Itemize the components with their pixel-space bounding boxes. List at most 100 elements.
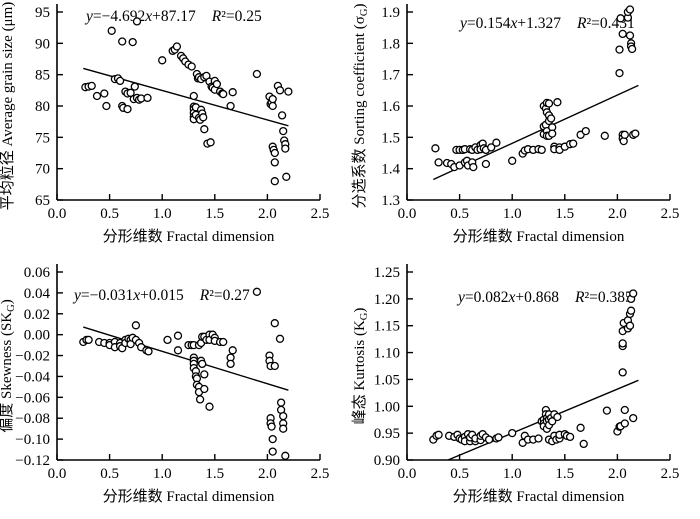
data-point xyxy=(205,402,214,411)
equation-label: y=−4.692x+87.17 R²=0.25 xyxy=(84,8,262,25)
data-point xyxy=(100,89,109,98)
x-tick-label: 1.5 xyxy=(555,206,574,222)
x-tick-label: 1.0 xyxy=(503,466,522,482)
x-tick-label: 2.5 xyxy=(311,466,330,482)
data-point xyxy=(627,44,637,54)
data-point xyxy=(219,337,228,347)
data-point xyxy=(620,130,629,139)
data-point xyxy=(270,177,279,186)
x-tick-label: 2.0 xyxy=(608,466,627,482)
data-point xyxy=(576,423,585,432)
y-tick-label: 1.6 xyxy=(381,99,400,115)
data-point xyxy=(616,14,625,23)
x-tick-label: 2.0 xyxy=(608,206,627,222)
data-point xyxy=(494,433,503,442)
y-axis-title: 峰态 Kurtosis (KG) xyxy=(351,308,370,425)
data-point xyxy=(226,359,235,369)
data-point xyxy=(569,139,578,148)
data-point xyxy=(508,428,517,438)
data-point xyxy=(282,172,291,181)
y-tick-label: 0.06 xyxy=(24,265,51,281)
x-tick-label: 2.5 xyxy=(661,466,680,482)
data-point xyxy=(132,17,142,26)
data-point xyxy=(620,405,629,415)
data-point xyxy=(629,289,638,298)
data-point xyxy=(131,321,141,330)
x-tick-label: 1.0 xyxy=(153,206,172,222)
equation-label: y=−0.031x+0.015 R²=0.27 xyxy=(72,287,250,304)
data-point xyxy=(625,321,635,330)
data-point xyxy=(537,145,546,155)
x-tick-label: 0.0 xyxy=(398,466,417,482)
data-point xyxy=(484,435,494,444)
plot-cell-skewness: −0.12 −0.10 −0.08 −0.06 −0.04 −0.02 0.00 0.02 0.… xyxy=(0,260,350,519)
data-point xyxy=(163,335,172,345)
data-point xyxy=(270,158,279,167)
data-point xyxy=(625,5,635,14)
data-point xyxy=(123,104,132,114)
equation-label: y=0.154x+1.327 R²=0.431 xyxy=(458,15,635,32)
data-point xyxy=(87,81,96,91)
data-point xyxy=(268,447,277,456)
plot-cell-average-grain-size: 65 70 75 80 85 90 95 0.0 0.5 1.0 1.5 2.0 2.5 分形维数 Fra… xyxy=(0,0,350,260)
data-point xyxy=(172,42,182,51)
data-point xyxy=(553,98,562,107)
data-point xyxy=(618,368,627,377)
data-point xyxy=(579,439,588,449)
y-tick-label: 1.25 xyxy=(374,265,400,281)
y-tick-label: 0.02 xyxy=(24,307,50,323)
data-point xyxy=(200,125,209,134)
data-point xyxy=(219,89,228,99)
data-point xyxy=(275,334,285,343)
data-point xyxy=(252,69,262,79)
data-point xyxy=(548,129,557,138)
data-point xyxy=(281,144,290,153)
x-tick-label: 0.5 xyxy=(450,206,469,222)
data-point xyxy=(144,347,153,356)
y-tick-label: 1.10 xyxy=(374,346,400,362)
data-point xyxy=(126,88,135,97)
data-point xyxy=(534,434,543,443)
x-tick-label: 2.0 xyxy=(258,466,277,482)
data-point xyxy=(173,331,183,340)
data-point xyxy=(618,339,627,348)
y-axis-title: 分选系数 Sorting coefficient (σG) xyxy=(351,4,370,209)
plot-average-grain-size: 65 70 75 80 85 90 95 0.0 0.5 1.0 1.5 2.0 2.5 分形维数 Fra… xyxy=(0,2,329,245)
x-tick-label: 1.5 xyxy=(205,466,224,482)
y-tick-label: 1.05 xyxy=(374,372,400,388)
y-tick-label: −0.06 xyxy=(15,390,50,406)
data-point xyxy=(279,126,288,136)
y-tick-label: 80 xyxy=(35,99,50,115)
y-tick-label: −0.04 xyxy=(15,369,50,385)
data-point xyxy=(600,131,609,140)
data-point xyxy=(565,432,575,442)
data-point xyxy=(212,79,222,89)
x-axis-title: 分形维数 Fractal dimension xyxy=(453,228,625,245)
x-tick-label: 1.0 xyxy=(153,466,172,482)
plot-skewness: −0.12 −0.10 −0.08 −0.06 −0.04 −0.02 0.00 0.02 0.… xyxy=(0,264,330,505)
x-tick-label: 0.0 xyxy=(398,206,417,222)
x-tick-label: 2.0 xyxy=(258,206,277,222)
data-point xyxy=(629,413,638,423)
x-tick-label: 1.5 xyxy=(205,206,224,222)
y-tick-label: 1.4 xyxy=(381,162,400,178)
data-point xyxy=(469,162,478,172)
y-tick-label: 0.90 xyxy=(374,453,400,469)
data-point xyxy=(626,306,636,315)
data-point xyxy=(198,359,207,369)
x-axis-title: 分形维数 Fractal dimension xyxy=(453,488,625,505)
data-point xyxy=(620,419,629,428)
equation-label: y=0.082x+0.868 R²=0.385 xyxy=(456,289,633,306)
data-point xyxy=(268,434,277,444)
data-point xyxy=(279,424,288,433)
plot-kurtosis: 0.90 0.95 1.00 1.05 1.10 1.15 1.20 1.25 0.0 0.5 1.… xyxy=(351,264,680,505)
data-point xyxy=(228,346,237,355)
data-point xyxy=(270,319,279,328)
data-point xyxy=(279,411,288,421)
data-point xyxy=(118,37,127,46)
x-axis-title: 分形维数 Fractal dimension xyxy=(103,228,275,245)
data-point xyxy=(618,29,627,39)
data-point xyxy=(546,114,556,123)
data-point xyxy=(130,82,139,91)
y-axis-title: 平均粒径 Average grain size (μm) xyxy=(0,2,16,211)
